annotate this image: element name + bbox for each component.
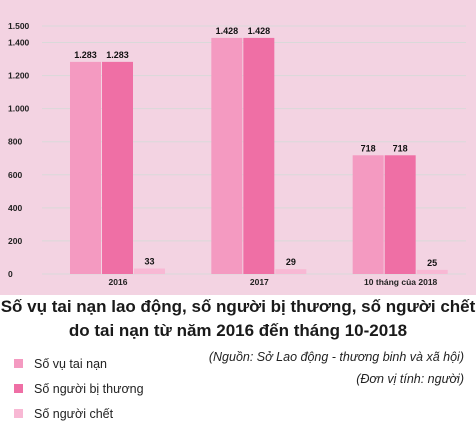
data-label: 1.428 (248, 26, 271, 36)
bar-injured (102, 61, 133, 274)
y-tick-label: 1.000 (8, 104, 30, 114)
y-tick-label: 400 (8, 203, 22, 213)
y-tick-label: 1.400 (8, 38, 30, 48)
y-tick-label: 0 (8, 269, 13, 279)
legend-swatch-accidents (14, 359, 23, 368)
bar-injured (243, 37, 275, 275)
legend-swatch-injured (14, 384, 23, 393)
chart-title: Số vụ tai nạn lao động, số người bị thươ… (0, 295, 476, 343)
source-note: (Nguồn: Sở Lao động - thương binh và xã … (208, 350, 464, 364)
chart-title-line-1: Số vụ tai nạn lao động, số người bị thươ… (0, 297, 476, 316)
bar-accidents (352, 155, 384, 274)
legend-label-injured: Số người bị thương (34, 381, 144, 396)
category-label: 2017 (250, 277, 269, 287)
y-tick-label: 200 (8, 236, 22, 246)
legend-label-deaths: Số người chết (34, 406, 114, 421)
y-tick-label: 1.500 (8, 21, 30, 31)
data-label: 29 (286, 257, 296, 267)
data-label: 1.283 (74, 50, 97, 60)
bar-injured (384, 155, 416, 274)
legend-swatch-deaths (14, 409, 23, 418)
bar-chart: 0 200 400 600 800 1.000 1.200 1.400 1.500 1.283 1.… (0, 0, 476, 295)
legend: Số vụ tai nạn Số người bị thương Số ngườ… (14, 351, 144, 426)
bar-deaths (416, 269, 448, 274)
y-tick-label: 1.200 (8, 71, 30, 81)
bar-accidents (70, 61, 101, 274)
legend-label-accidents: Số vụ tai nạn (34, 356, 107, 371)
y-tick-label: 800 (8, 137, 22, 147)
y-tick-label: 600 (8, 170, 22, 180)
category-label: 10 tháng của 2018 (364, 277, 438, 287)
legend-item-injured: Số người bị thương (14, 376, 144, 401)
legend-item-accidents: Số vụ tai nạn (14, 351, 144, 376)
bar-accidents (211, 37, 243, 275)
category-label: 2016 (109, 277, 128, 287)
chart-title-line-2: do tai nạn từ năm 2016 đến tháng 10-2018 (68, 321, 408, 340)
bar-deaths (134, 268, 165, 274)
data-label: 33 (144, 257, 154, 267)
data-label: 718 (361, 143, 376, 153)
data-label: 718 (393, 143, 408, 153)
data-label: 25 (427, 258, 437, 268)
legend-item-deaths: Số người chết (14, 401, 144, 426)
data-label: 1.428 (216, 26, 239, 36)
unit-note: (Đơn vị tính: người) (356, 372, 464, 386)
bar-deaths (275, 269, 307, 274)
data-label: 1.283 (106, 50, 129, 60)
